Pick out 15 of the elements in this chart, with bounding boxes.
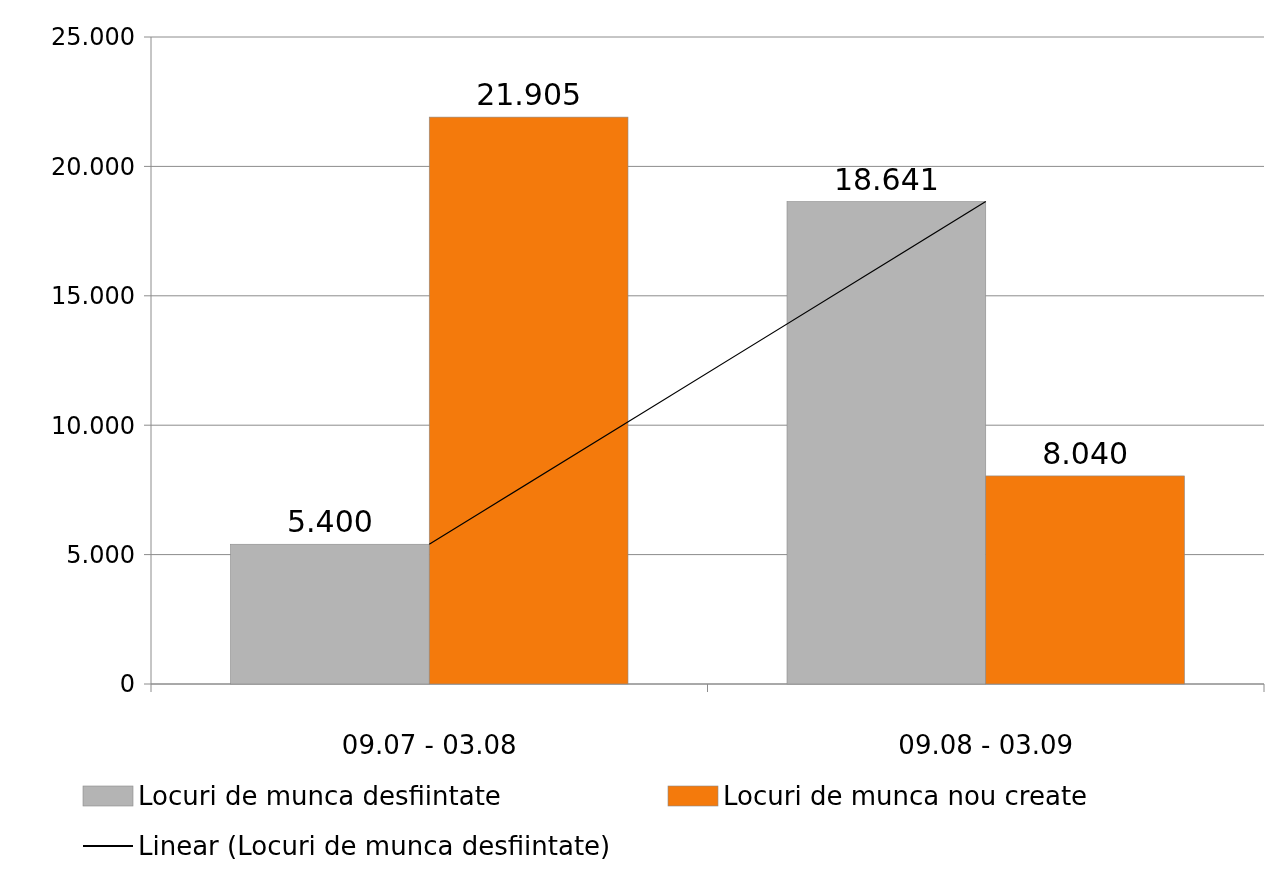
x-tick-label: 09.08 - 03.09 (898, 730, 1074, 760)
data-label: 21.905 (476, 77, 582, 113)
y-tick-label: 15.000 (51, 282, 135, 311)
x-tick-label: 09.07 - 03.08 (341, 730, 517, 760)
y-tick-label: 25.000 (51, 23, 135, 52)
data-label: 8.040 (1042, 435, 1129, 471)
legend-label: Linear (Locuri de munca desfiintate) (138, 831, 611, 862)
y-tick-label: 10.000 (51, 411, 135, 440)
data-label: 5.400 (286, 504, 373, 540)
y-tick-label: 0 (119, 670, 135, 699)
legend-label: Locuri de munca nou create (723, 781, 1088, 812)
data-label: 18.641 (833, 161, 939, 197)
y-tick-label: 20.000 (51, 152, 135, 181)
y-tick-label: 5.000 (66, 541, 135, 569)
legend-label: Locuri de munca desfiintate (138, 781, 501, 812)
